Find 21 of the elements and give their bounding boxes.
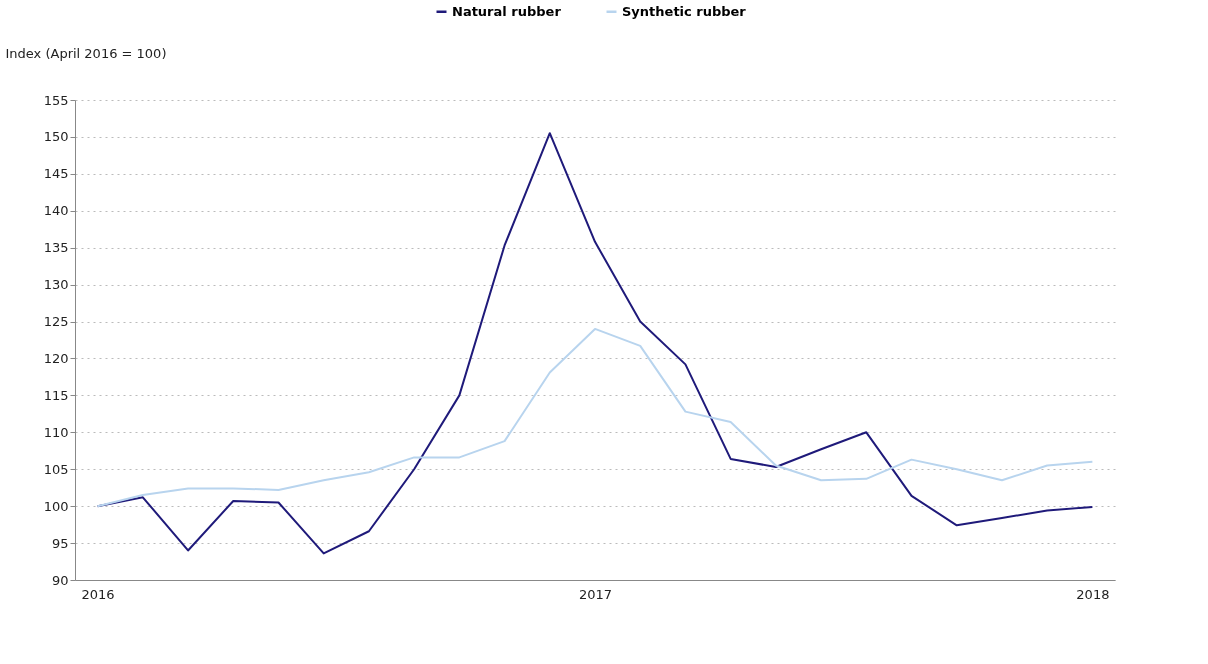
y-tick-label: 135 — [43, 240, 69, 256]
legend-label: Natural rubber — [452, 3, 562, 19]
y-axis-title: Index (April 2016 = 100) — [5, 45, 167, 61]
y-tick-label: 155 — [43, 92, 69, 108]
y-tick-label: 125 — [43, 314, 69, 330]
x-tick-label: 2016 — [81, 586, 115, 602]
y-tick-label: 115 — [43, 387, 69, 403]
legend-label: Synthetic rubber — [622, 3, 747, 19]
y-tick-label: 130 — [43, 277, 69, 293]
y-tick-label: 100 — [43, 498, 69, 514]
y-tick-label: 110 — [43, 424, 69, 440]
y-tick-label: 140 — [43, 203, 69, 219]
y-tick-label: 145 — [43, 166, 69, 182]
x-tick-label: 2017 — [578, 586, 613, 602]
y-tick-label: 90 — [51, 572, 69, 588]
y-tick-label: 105 — [43, 461, 69, 477]
x-tick-label: 2018 — [1076, 586, 1110, 602]
line-series — [96, 327, 1094, 508]
y-tick-label: 150 — [43, 129, 69, 145]
y-tick-label: 95 — [51, 535, 69, 551]
y-tick-label: 120 — [43, 350, 69, 366]
